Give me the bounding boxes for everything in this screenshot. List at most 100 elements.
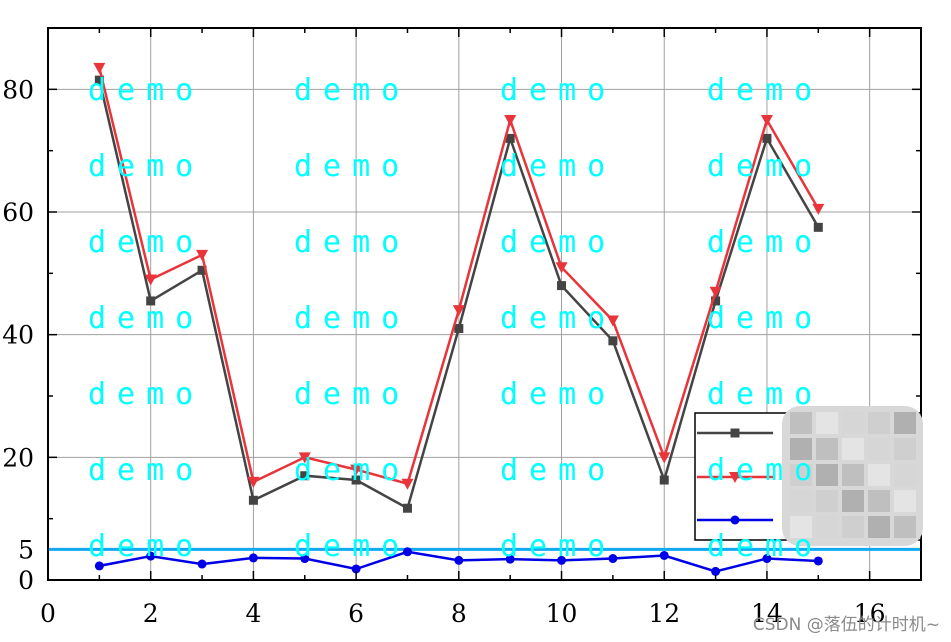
x-tick-label: 16 [854, 599, 886, 628]
legend-obscured-tile [790, 464, 812, 486]
legend-obscured-tile [790, 516, 812, 538]
data-point-circle [94, 561, 104, 571]
data-point-square [402, 503, 412, 513]
data-point-circle [813, 556, 823, 566]
x-tick-label: 12 [648, 599, 680, 628]
legend-obscured-tile [842, 438, 864, 460]
data-point-circle [730, 515, 740, 525]
data-point-triangle [555, 262, 568, 274]
legend-obscured-tile [868, 490, 890, 512]
watermark-text: demo [294, 529, 410, 564]
watermark-text: demo [500, 453, 616, 488]
watermark-text: demo [707, 377, 823, 412]
data-point-triangle [93, 62, 106, 74]
legend-obscured-tile [816, 438, 838, 460]
data-point-triangle [760, 115, 773, 126]
legend-obscured-tile [816, 490, 838, 512]
legend-obscured-tile [894, 438, 916, 460]
x-tick-label: 2 [143, 599, 159, 628]
legend-obscured-tile [816, 516, 838, 538]
data-point-triangle [196, 249, 209, 261]
data-point-square [94, 75, 104, 85]
data-point-circle [351, 564, 361, 574]
watermark-text: demo [500, 73, 616, 108]
legend-obscured-tile [842, 516, 864, 538]
watermark-text: demo [294, 377, 410, 412]
series-3 [94, 547, 823, 576]
data-point-circle [608, 554, 618, 564]
data-point-circle [248, 553, 258, 563]
legend-obscured-tile [894, 516, 916, 538]
legend-obscured-tile [790, 490, 812, 512]
legend-obscured-tile [790, 412, 812, 434]
legend-obscured-tile [894, 412, 916, 434]
data-point-square [711, 296, 721, 306]
data-point-triangle [298, 452, 311, 464]
watermark-text: demo [294, 149, 410, 184]
legend-obscured-tile [868, 516, 890, 538]
y-tick-label: 5 [18, 535, 34, 564]
data-point-triangle [504, 115, 517, 126]
watermark-text: demo [88, 73, 204, 108]
data-point-triangle [729, 472, 741, 483]
data-point-circle [762, 554, 772, 564]
data-point-triangle [709, 286, 722, 298]
series-layer [93, 62, 825, 576]
watermark-text: demo [500, 149, 616, 184]
data-point-square [351, 475, 361, 485]
data-point-circle [659, 550, 669, 560]
watermark-text: demo [500, 225, 616, 260]
data-point-square [197, 265, 207, 275]
watermark-text: demo [707, 149, 823, 184]
watermark-text: demo [88, 529, 204, 564]
legend-obscured-tile [816, 464, 838, 486]
watermark-text: demo [707, 301, 823, 336]
data-point-circle [711, 566, 721, 576]
x-tick-label: 14 [751, 599, 783, 628]
data-point-square [659, 475, 669, 485]
plot-frame [47, 27, 922, 581]
x-tick-label: 8 [451, 599, 467, 628]
legend-obscured-tile [868, 438, 890, 460]
legend-obscured-tile [816, 412, 838, 434]
watermark-text: demo [88, 453, 204, 488]
data-point-circle [505, 554, 515, 564]
watermark-text: demo [88, 377, 204, 412]
x-tick-label: 0 [40, 599, 56, 628]
watermark-text: demo [294, 73, 410, 108]
watermark-text: demo [294, 453, 410, 488]
data-point-triangle [144, 274, 157, 286]
series-1 [94, 75, 823, 513]
watermark-text: demo [500, 377, 616, 412]
data-point-circle [146, 551, 156, 561]
legend-obscured-tile [894, 464, 916, 486]
data-point-circle [402, 547, 412, 557]
x-tick-label: 4 [245, 599, 261, 628]
x-tick-label: 6 [348, 599, 364, 628]
watermark-text: demo [88, 149, 204, 184]
axes [47, 27, 922, 581]
data-point-square [608, 336, 618, 346]
data-point-square [454, 324, 464, 334]
watermark-text: demo [294, 301, 410, 336]
watermark-text: demo [294, 225, 410, 260]
y-tick-label: 0 [18, 566, 34, 595]
data-point-triangle [452, 305, 465, 317]
y-tick-label: 80 [2, 75, 34, 104]
watermark-text: demo [707, 529, 823, 564]
data-point-circle [197, 559, 207, 569]
data-point-circle [454, 555, 464, 565]
data-point-triangle [658, 452, 671, 464]
data-point-square [300, 471, 310, 481]
x-tick-label: 10 [546, 599, 578, 628]
legend [694, 406, 923, 546]
data-point-triangle [606, 315, 619, 327]
credit-text: CSDN @落伍的计时机~ [753, 615, 940, 635]
data-point-square [146, 296, 156, 306]
data-point-circle [300, 554, 310, 564]
y-tick-label: 20 [2, 443, 34, 472]
data-point-triangle [247, 476, 260, 488]
watermark-text: demo [88, 225, 204, 260]
